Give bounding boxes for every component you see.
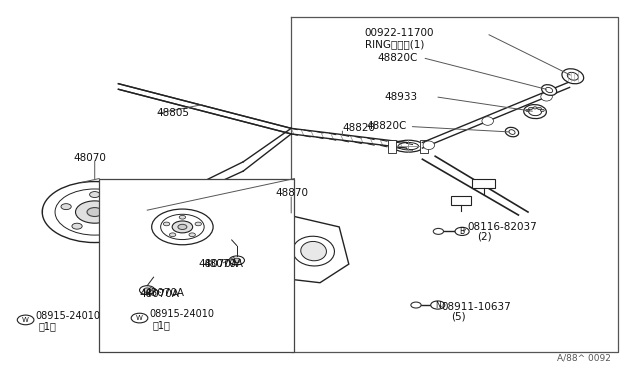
Text: 48870: 48870	[275, 189, 308, 198]
Circle shape	[90, 192, 100, 198]
Circle shape	[87, 208, 102, 217]
Circle shape	[170, 233, 176, 237]
Text: (5): (5)	[451, 311, 466, 321]
Text: B: B	[460, 227, 465, 236]
Bar	[99, 179, 294, 352]
Circle shape	[42, 182, 147, 243]
Text: 48070A: 48070A	[140, 289, 179, 299]
Circle shape	[118, 203, 129, 209]
Text: （1）: （1）	[38, 322, 56, 331]
Circle shape	[526, 109, 530, 112]
Circle shape	[108, 223, 118, 229]
Circle shape	[61, 203, 71, 209]
Circle shape	[195, 222, 202, 226]
Ellipse shape	[541, 85, 557, 95]
Circle shape	[172, 221, 193, 233]
Circle shape	[55, 189, 134, 235]
Circle shape	[178, 224, 187, 230]
Polygon shape	[259, 212, 349, 283]
Circle shape	[143, 288, 151, 292]
Ellipse shape	[541, 93, 552, 101]
Circle shape	[17, 315, 34, 325]
Text: N: N	[435, 301, 440, 310]
Circle shape	[161, 214, 204, 240]
Circle shape	[189, 233, 195, 237]
Text: A/88^ 0092: A/88^ 0092	[557, 353, 611, 362]
Text: 08915-24010: 08915-24010	[35, 311, 100, 321]
Bar	[451, 196, 471, 205]
Text: W: W	[22, 317, 29, 323]
Ellipse shape	[506, 127, 518, 137]
Text: 48933: 48933	[384, 92, 417, 102]
Ellipse shape	[562, 69, 584, 84]
Circle shape	[163, 222, 170, 226]
Text: 48070: 48070	[74, 153, 106, 163]
Text: (2): (2)	[477, 231, 492, 241]
Circle shape	[540, 109, 544, 112]
Bar	[472, 179, 495, 188]
Circle shape	[233, 258, 241, 263]
Text: 48820C: 48820C	[366, 122, 406, 131]
Bar	[388, 140, 396, 153]
Text: W: W	[136, 315, 143, 321]
Text: 48070A: 48070A	[198, 259, 239, 269]
Circle shape	[140, 286, 155, 295]
Ellipse shape	[292, 236, 335, 266]
Text: 48820: 48820	[342, 124, 376, 133]
Ellipse shape	[524, 105, 547, 119]
Circle shape	[76, 201, 114, 223]
Text: 48070A: 48070A	[204, 259, 244, 269]
Circle shape	[431, 301, 445, 309]
Text: 08116-82037: 08116-82037	[467, 222, 537, 232]
Ellipse shape	[482, 117, 493, 125]
Text: 48820C: 48820C	[378, 53, 418, 62]
Circle shape	[433, 228, 444, 234]
Text: 08915-24010: 08915-24010	[149, 310, 214, 319]
Circle shape	[538, 108, 541, 110]
Text: 08911-10637: 08911-10637	[442, 302, 511, 312]
Circle shape	[72, 223, 82, 229]
Circle shape	[529, 108, 532, 110]
Circle shape	[179, 215, 186, 219]
Text: （1）: （1）	[152, 320, 170, 330]
Text: 48070A: 48070A	[144, 288, 184, 298]
Ellipse shape	[301, 241, 326, 261]
Circle shape	[131, 313, 148, 323]
Text: RINGリング(1): RINGリング(1)	[365, 40, 424, 49]
Circle shape	[152, 209, 213, 245]
Circle shape	[229, 256, 244, 265]
Circle shape	[411, 302, 421, 308]
Text: 00922-11700: 00922-11700	[365, 29, 435, 38]
Bar	[420, 140, 428, 153]
Circle shape	[533, 107, 537, 109]
Ellipse shape	[423, 141, 435, 150]
Text: 48805: 48805	[157, 109, 190, 118]
Circle shape	[455, 227, 469, 235]
